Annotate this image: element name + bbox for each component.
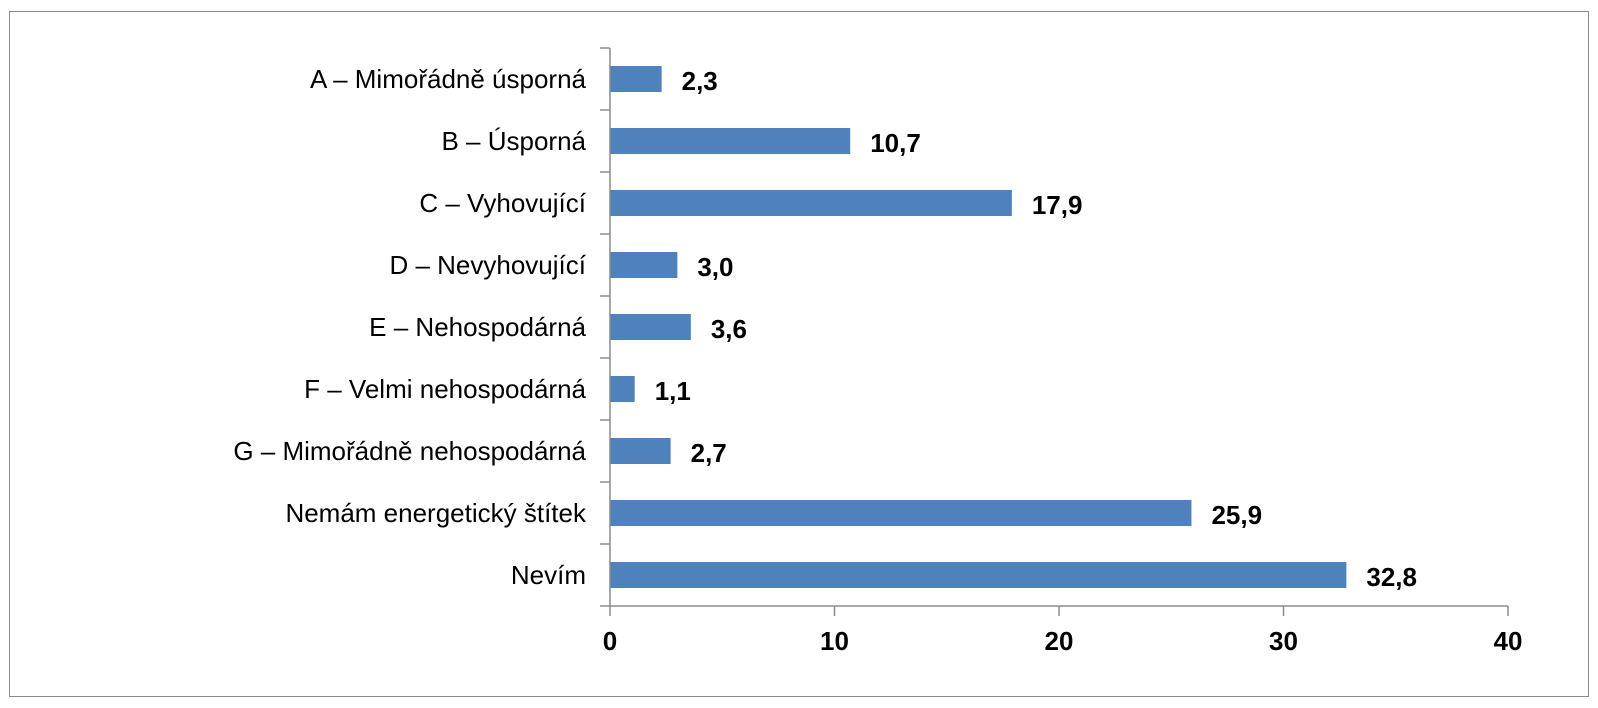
category-label-7: Nemám energetický štítek	[285, 498, 587, 528]
bar-3	[610, 252, 678, 278]
category-label-6: G – Mimořádně nehospodárná	[233, 436, 586, 466]
value-label-4: 3,6	[711, 314, 747, 344]
category-label-2: C – Vyhovující	[419, 188, 586, 218]
value-label-5: 1,1	[655, 376, 691, 406]
x-tick-label-3: 30	[1269, 626, 1298, 656]
category-label-3: D – Nevyhovující	[389, 250, 586, 280]
category-label-0: A – Mimořádně úsporná	[310, 64, 587, 94]
bar-8	[610, 562, 1347, 588]
value-label-3: 3,0	[697, 252, 733, 282]
x-tick-labels: 0 10 20 30 40	[603, 626, 1523, 656]
bar-0	[610, 66, 662, 92]
bar-2	[610, 190, 1012, 216]
x-tick-label-2: 20	[1045, 626, 1074, 656]
value-label-7: 25,9	[1211, 500, 1262, 530]
bar-6	[610, 438, 671, 464]
value-label-1: 10,7	[870, 128, 921, 158]
category-label-4: E – Nehospodárná	[369, 312, 586, 342]
category-labels: A – Mimořádně úsporná B – Úsporná C – Vyho…	[233, 64, 587, 590]
value-label-8: 32,8	[1366, 562, 1417, 592]
bars-group	[610, 66, 1347, 588]
bar-4	[610, 314, 691, 340]
bar-7	[610, 500, 1192, 526]
category-label-8: Nevím	[511, 560, 586, 590]
x-tick-label-1: 10	[820, 626, 849, 656]
bar-5	[610, 376, 635, 402]
axes	[600, 47, 1509, 616]
category-label-5: F – Velmi nehospodárná	[304, 374, 586, 404]
bar-1	[610, 128, 851, 154]
x-tick-label-4: 40	[1494, 626, 1523, 656]
value-label-6: 2,7	[691, 438, 727, 468]
value-label-0: 2,3	[682, 66, 718, 96]
value-label-2: 17,9	[1032, 190, 1083, 220]
x-tick-label-0: 0	[603, 626, 617, 656]
category-label-1: B – Úsporná	[441, 126, 586, 156]
value-labels: 2,3 10,7 17,9 3,0 3,6 1,1 2,7 25,9 32,8	[655, 66, 1417, 592]
